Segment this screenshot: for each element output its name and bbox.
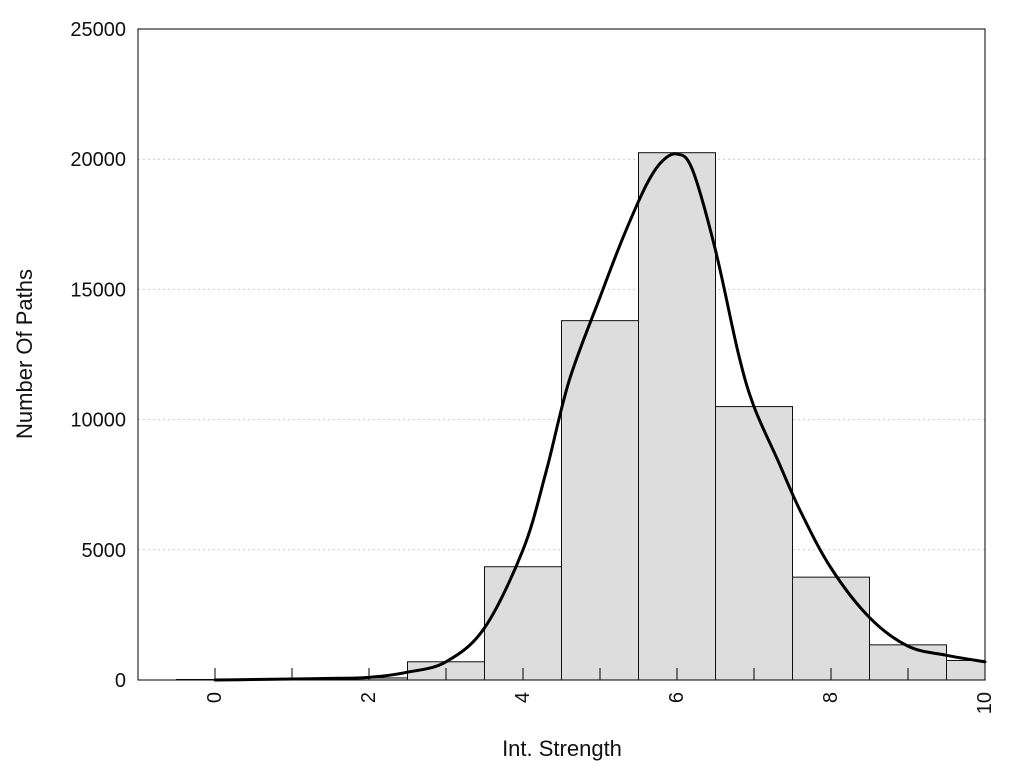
y-grid: [138, 158, 985, 551]
histogram-bar: [484, 566, 562, 681]
y-tick-label: 20000: [70, 149, 126, 171]
x-tick-label: 0: [204, 692, 226, 703]
y-tick-label: 25000: [70, 19, 126, 41]
y-tick-labels: 0 5000 10000 15000 20000 25000: [70, 19, 126, 692]
density-curve-layer: [213, 152, 987, 682]
x-tick-label: 6: [666, 692, 688, 703]
y-tick-label: 15000: [70, 279, 126, 301]
histogram-bar: [792, 576, 870, 681]
x-tick-labels: 0 2 4 6 8 10: [204, 692, 996, 714]
y-tick-label: 10000: [70, 410, 126, 432]
x-tick-label: 4: [512, 692, 534, 703]
x-tick-label: 2: [358, 692, 380, 703]
histogram-bar: [715, 406, 793, 681]
x-tick-label: 8: [820, 692, 842, 703]
y-axis-label: Number Of Paths: [12, 269, 37, 439]
x-axis-label: Int. Strength: [502, 736, 622, 761]
y-tick-label: 0: [115, 670, 126, 692]
density-curve: [213, 152, 987, 682]
bars: [176, 152, 986, 681]
histogram-bar: [561, 320, 639, 681]
x-tick-label: 10: [974, 692, 996, 714]
y-tick-label: 5000: [82, 540, 127, 562]
tick-marks: [214, 668, 986, 680]
plot-frame: [137, 28, 986, 681]
histogram-bar: [946, 659, 986, 681]
histogram-bar: [638, 152, 716, 681]
